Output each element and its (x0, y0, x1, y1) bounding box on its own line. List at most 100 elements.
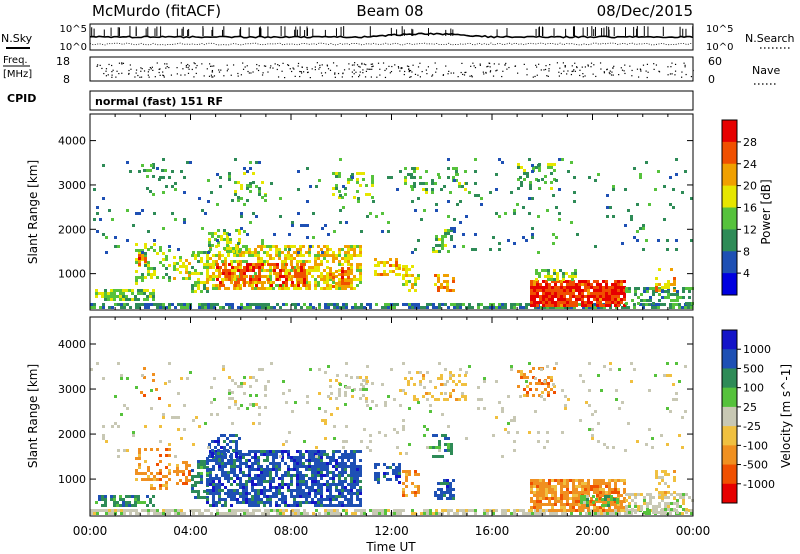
heatmap-cell (345, 386, 348, 389)
heatmap-cell (224, 498, 227, 501)
heatmap-cell (150, 509, 153, 512)
heatmap-cell (658, 502, 661, 505)
heatmap-cell (402, 491, 405, 494)
heatmap-cell (137, 292, 140, 295)
x-tick-label: 20:00 (575, 524, 610, 538)
heatmap-cell (663, 185, 666, 188)
heatmap-cell (210, 512, 213, 515)
heatmap-cell (249, 376, 252, 379)
heatmap-cell (261, 303, 264, 306)
heatmap-cell (599, 482, 602, 485)
heatmap-cell (568, 275, 571, 278)
heatmap-cell (216, 303, 219, 306)
heatmap-cell (323, 257, 326, 260)
heatmap-cell (329, 456, 332, 459)
freq-point (354, 62, 356, 64)
heatmap-cell (449, 488, 452, 491)
heatmap-cell (153, 273, 156, 276)
heatmap-cell (318, 306, 321, 309)
heatmap-cell (210, 191, 213, 194)
heatmap-cell (649, 299, 652, 302)
heatmap-cell (258, 269, 261, 272)
heatmap-cell (637, 287, 640, 290)
heatmap-cell (640, 299, 643, 302)
heatmap-cell (627, 422, 630, 425)
freq-point (363, 63, 366, 65)
heatmap-cell (602, 280, 605, 283)
heatmap-cell (363, 428, 366, 431)
freq-point (504, 64, 506, 66)
heatmap-cell (212, 465, 215, 468)
freq-point (603, 71, 605, 73)
freq-point (368, 68, 370, 70)
heatmap-cell (206, 478, 209, 481)
heatmap-cell (539, 485, 542, 488)
heatmap-cell (579, 512, 582, 515)
heatmap-cell (122, 498, 125, 501)
heatmap-cell (188, 262, 191, 265)
heatmap-cell (350, 245, 353, 248)
freq-point (487, 65, 489, 67)
heatmap-cell (317, 459, 320, 462)
heatmap-cell (308, 248, 311, 251)
heatmap-cell (273, 266, 276, 269)
heatmap-cell (141, 257, 144, 260)
heatmap-cell (405, 494, 408, 497)
heatmap-cell (338, 278, 341, 281)
heatmap-cell (449, 289, 452, 292)
heatmap-cell (323, 450, 326, 453)
colorbar-tick-label: 500 (743, 362, 764, 375)
heatmap-cell (293, 287, 296, 290)
heatmap-cell (584, 289, 587, 292)
heatmap-cell (468, 365, 471, 368)
heatmap-cell (281, 492, 284, 495)
heatmap-cell (643, 299, 646, 302)
heatmap-cell (561, 431, 564, 434)
heatmap-cell (156, 463, 159, 466)
heatmap-cell (272, 450, 275, 453)
heatmap-cell (314, 263, 317, 266)
heatmap-cell (141, 254, 144, 257)
heatmap-cell (553, 391, 556, 394)
heatmap-cell (314, 260, 317, 263)
freq-point (547, 75, 549, 77)
freq-point (194, 63, 196, 65)
heatmap-cell (198, 425, 201, 428)
heatmap-cell (126, 407, 129, 410)
freq-point (248, 72, 250, 74)
heatmap-cell (542, 292, 545, 295)
freq-point (389, 72, 391, 74)
heatmap-cell (624, 306, 627, 309)
heatmap-cell (320, 471, 323, 474)
heatmap-cell (226, 449, 229, 452)
heatmap-cell (599, 301, 602, 304)
heatmap-cell (263, 453, 266, 456)
heatmap-cell (266, 498, 269, 501)
heatmap-cell (569, 479, 572, 482)
freq-point (163, 75, 165, 77)
heatmap-cell (599, 491, 602, 494)
heatmap-cell (281, 251, 284, 254)
heatmap-cell (408, 473, 411, 476)
heatmap-cell (593, 485, 596, 488)
heatmap-cell (519, 303, 522, 306)
heatmap-cell (542, 491, 545, 494)
freq-point (303, 71, 305, 73)
heatmap-cell (405, 271, 408, 274)
freq-point (642, 64, 645, 66)
heatmap-cell (311, 450, 314, 453)
heatmap-cell (615, 509, 618, 512)
freq-label-line2: [MHz] (3, 69, 32, 80)
heatmap-cell (608, 292, 611, 295)
heatmap-cell (449, 191, 452, 194)
heatmap-cell (296, 471, 299, 474)
heatmap-cell (447, 425, 450, 428)
heatmap-cell (254, 456, 257, 459)
freq-point (118, 62, 121, 64)
heatmap-cell (359, 474, 362, 477)
heatmap-cell (676, 293, 679, 296)
heatmap-cell (258, 303, 261, 306)
heatmap-cell (135, 386, 138, 389)
heatmap-cell (182, 265, 185, 268)
heatmap-cell (654, 303, 657, 306)
